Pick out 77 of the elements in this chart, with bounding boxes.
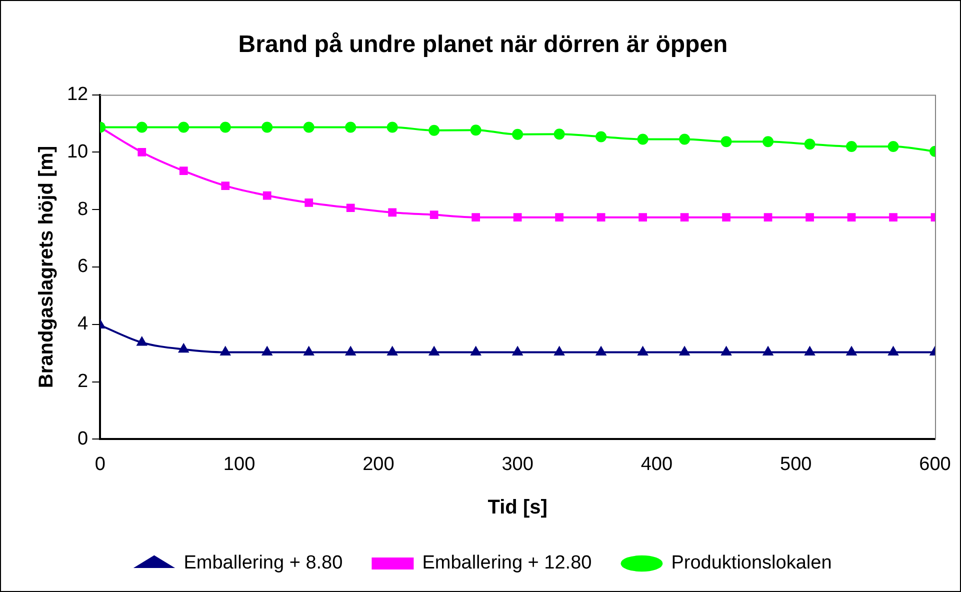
point [220,346,230,356]
point [847,213,856,222]
point [262,346,272,356]
point [804,346,815,356]
point [303,122,314,133]
point [304,346,314,356]
point [304,198,314,207]
point [722,213,730,222]
point [596,131,607,142]
point [472,213,480,222]
point [136,336,147,346]
point [555,213,564,222]
point [637,134,648,145]
point [345,122,356,133]
point [512,128,524,140]
point [846,140,858,152]
point [138,148,146,156]
point [262,122,273,133]
point [512,346,522,356]
point [386,122,398,133]
x-tick-label: 300 [502,454,534,475]
point [679,134,690,145]
x-tick-label: 100 [223,454,256,475]
y-tick-label: 8 [78,198,88,220]
point [720,136,732,148]
y-axis-title: Brandgaslagrets höjd [m] [36,146,58,388]
x-tick-label: 0 [94,454,106,475]
x-tick-label: 600 [919,454,951,475]
point [178,344,189,353]
point [596,346,606,356]
y-tick-label: 6 [78,256,88,278]
y-tick-label: 2 [78,371,88,392]
point [806,213,814,222]
point [387,346,398,356]
point [346,204,355,212]
point [721,346,732,356]
y-tick-label: 12 [66,84,88,106]
point [846,346,856,356]
point [596,213,606,222]
chart-title: Brand på undre planet när dörren är öppen [238,31,728,58]
point [888,140,899,152]
point [638,213,647,222]
point [470,346,481,356]
point [762,136,774,148]
point [763,346,773,356]
point [346,346,356,356]
point [221,182,230,190]
point [262,191,272,200]
point [888,346,898,356]
x-axis-title: Tid [s] [488,496,548,519]
point [428,124,440,136]
point [429,346,439,356]
point [804,138,816,150]
x-tick-label: 500 [780,454,812,475]
point [680,346,690,356]
point [136,122,148,133]
legend-label: Emballering + 8.80 [184,552,343,574]
point [178,122,190,133]
point [388,208,397,217]
point [554,128,565,140]
point [638,346,648,356]
point [430,210,438,219]
point [680,213,689,222]
y-tick-label: 4 [78,314,89,335]
y-tick-label: 10 [66,141,88,162]
point [179,166,188,176]
x-tick-label: 400 [640,454,673,475]
legend-label: Produktionslokalen [671,552,832,574]
point [554,346,564,356]
y-tick-label: 0 [78,428,88,450]
point [513,213,522,222]
point [220,122,231,133]
point [470,124,482,136]
point [889,213,898,222]
legend-label: Emballering + 12.80 [422,552,592,574]
x-tick-label: 200 [362,454,394,475]
point [764,213,772,222]
